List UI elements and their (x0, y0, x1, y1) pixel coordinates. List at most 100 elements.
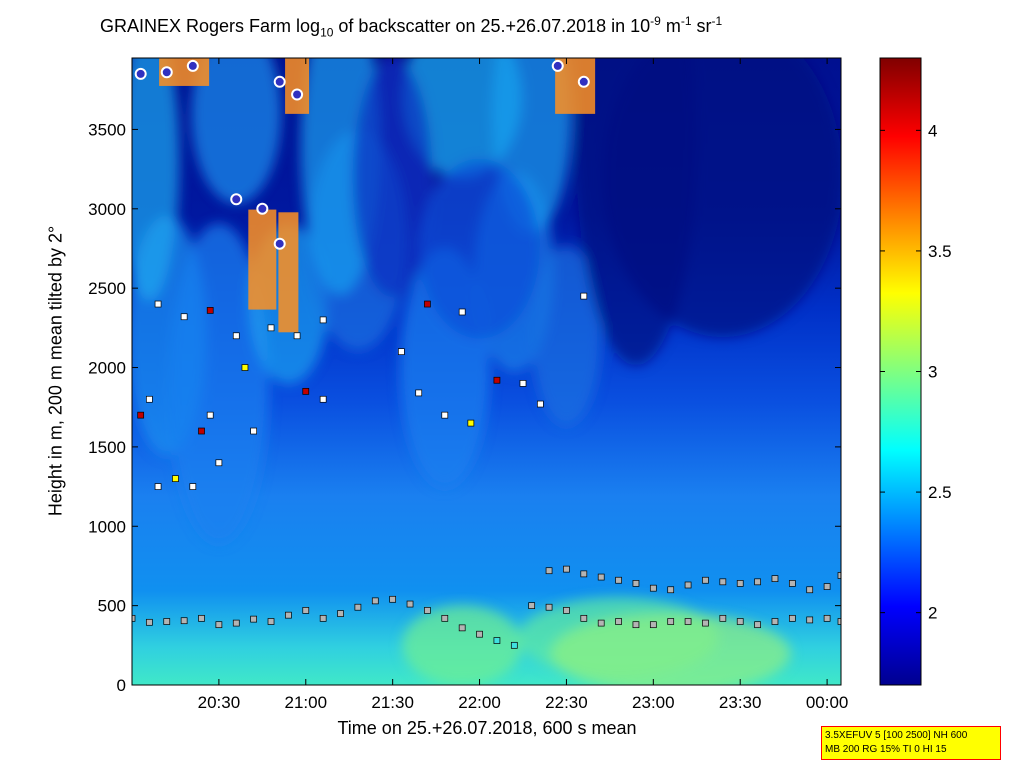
title-sup-1: -9 (650, 14, 661, 28)
residual-layer-marker (806, 586, 814, 594)
colorbar-tick-label: 3.5 (928, 242, 952, 261)
aerosol-layer-marker (319, 316, 327, 324)
boundary-layer-marker (476, 630, 483, 638)
boundary-layer-marker (597, 619, 605, 627)
aerosol-layer-marker (441, 411, 449, 419)
aerosol-layer-marker (172, 475, 179, 482)
marker-layer (132, 59, 841, 649)
texture-blob (402, 605, 523, 685)
residual-layer-marker (615, 576, 622, 584)
x-tick-label: 21:00 (285, 693, 328, 712)
aerosol-layer-marker (206, 307, 214, 314)
aerosol-layer-marker (293, 332, 301, 340)
colorbar-ticks: 2 2.5 3 3.5 4 (880, 121, 952, 623)
heatmap-field (132, 58, 841, 685)
cloud-signal (285, 58, 310, 114)
cloud-signal (555, 58, 596, 114)
boundary-layer-marker (371, 597, 379, 605)
cloud-signal (159, 58, 210, 86)
residual-layer-marker (545, 567, 553, 575)
residual-layer-marker (719, 578, 727, 586)
boundary-layer-marker (424, 607, 431, 614)
boundary-layer-marker (180, 617, 188, 625)
colorbar (879, 57, 922, 686)
texture-blob (168, 223, 269, 544)
aerosol-layer-marker (580, 292, 588, 300)
aerosol-layer-marker (232, 332, 240, 340)
aerosol-layer-marker (398, 348, 405, 356)
aerosol-layer-marker (458, 308, 466, 316)
texture-blob (132, 58, 180, 302)
boundary-layer-marker (563, 607, 570, 614)
residual-layer-marker (702, 576, 709, 584)
aerosol-layer-marker (241, 364, 249, 371)
plot-frame (131, 57, 842, 686)
y-tick-label: 2000 (88, 359, 126, 378)
x-tick-label: 20:30 (198, 693, 241, 712)
boundary-layer-marker (806, 616, 814, 624)
texture-blob (352, 58, 433, 298)
x-tick-label: 21:30 (371, 693, 414, 712)
boundary-layer-marker (458, 624, 466, 632)
colorbar-tick-label: 4 (928, 121, 937, 140)
boundary-layer-marker (232, 619, 240, 627)
aerosol-layer-marker (154, 300, 162, 308)
texture-blob (531, 245, 602, 426)
boundary-layer-marker (719, 614, 727, 622)
x-tick-label: 23:00 (632, 693, 675, 712)
boundary-layer-marker (736, 618, 744, 625)
processing-info-box: 3.5XEFUV 5 [100 2500] NH 600 MB 200 RG 1… (821, 726, 1001, 760)
boundary-layer-marker (337, 610, 344, 617)
aerosol-layer-marker (319, 395, 327, 403)
boundary-layer-marker (406, 600, 414, 608)
residual-layer-marker (597, 573, 605, 581)
info-line-2: MB 200 RG 15% TI 0 HI 15 (825, 744, 947, 755)
x-tick-label: 00:00 (806, 693, 849, 712)
aerosol-layer-marker (154, 483, 162, 490)
residual-layer-marker (837, 572, 841, 579)
boundary-layer-marker (580, 614, 588, 622)
residual-layer-marker (684, 581, 692, 589)
colorbar-tick-label: 2 (928, 604, 937, 623)
texture-blob (550, 613, 791, 685)
aerosol-layer-marker (189, 483, 197, 490)
colorbar-tick-label: 2.5 (928, 483, 952, 502)
boundary-layer-marker (788, 614, 796, 622)
aerosol-layer-marker (424, 300, 431, 308)
boundary-layer-marker (163, 618, 171, 625)
aerosol-layer-marker (206, 411, 214, 419)
residual-layer-marker (667, 586, 675, 594)
cloud-base-marker (186, 59, 199, 72)
cloud-base-marker (577, 75, 590, 88)
cloud-base-marker (134, 67, 147, 80)
texture-blob (191, 58, 282, 204)
aerosol-layer-marker (493, 376, 501, 384)
aerosol-layer-marker (302, 387, 310, 395)
aerosol-layer-marker (267, 324, 275, 332)
info-line-1: 3.5XEFUV 5 [100 2500] NH 600 (825, 730, 968, 741)
aerosol-layer-marker (250, 427, 257, 435)
y-tick-label: 500 (98, 597, 126, 616)
boundary-layer-marker (545, 603, 553, 611)
aerosol-layer-marker (180, 313, 188, 321)
title-sup-2: -1 (680, 14, 692, 28)
title-mid: of backscatter on 25.+26.07.2018 in 10 (333, 16, 651, 36)
aerosol-layer-marker (215, 459, 223, 467)
boundary-layer-marker (771, 618, 779, 625)
boundary-layer-marker (146, 618, 153, 626)
residual-layer-marker (736, 580, 744, 587)
x-axis-label: Time on 25.+26.07.2018, 600 s mean (337, 718, 637, 738)
boundary-layer-marker (528, 602, 536, 609)
y-tick-label: 0 (117, 676, 126, 695)
boundary-layer-marker (667, 618, 675, 625)
residual-layer-marker (754, 578, 761, 586)
chart-title: GRAINEX Rogers Farm log10 of backscatter… (100, 14, 722, 40)
boundary-layer-marker (649, 621, 657, 629)
x-tick-label: 23:30 (719, 693, 762, 712)
aerosol-layer-marker (519, 380, 527, 387)
boundary-layer-marker (389, 595, 397, 603)
residual-layer-marker (823, 583, 831, 590)
aerosol-layer-marker (137, 411, 145, 419)
boundary-layer-marker (632, 621, 640, 629)
boundary-layer-marker (510, 641, 518, 649)
